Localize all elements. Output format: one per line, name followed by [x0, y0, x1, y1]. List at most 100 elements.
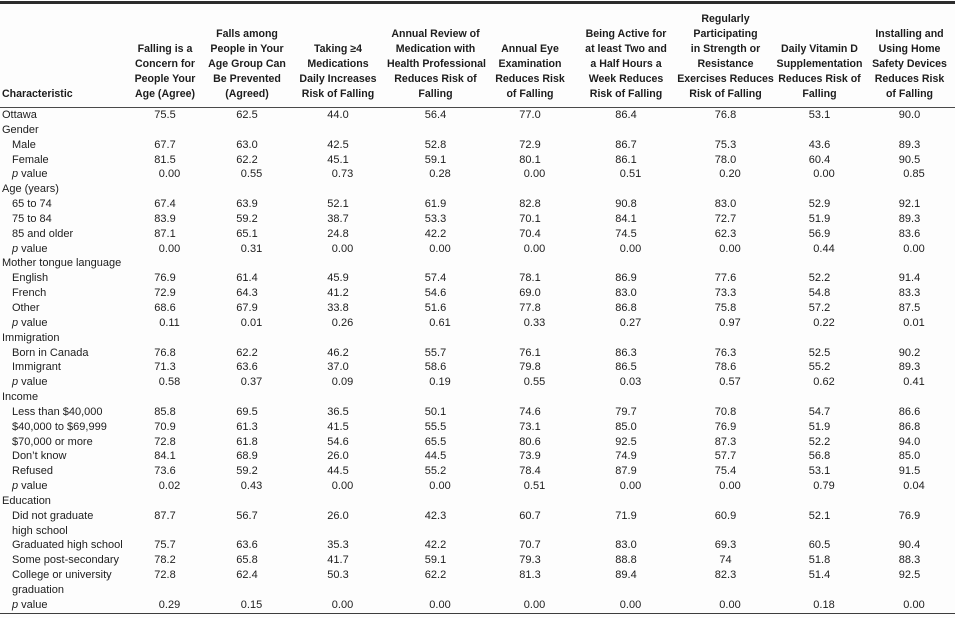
value-cell: 65.8: [236, 554, 258, 567]
value-cell: 65.1: [236, 227, 258, 240]
row-label: Other: [12, 301, 40, 314]
pvalue-cell: 0.55: [240, 168, 263, 181]
pvalue-cell: 0.00: [331, 242, 354, 255]
value-cell: 42.2: [424, 539, 447, 552]
value-cell: 84.1: [615, 212, 637, 225]
value-cell: 62.2: [236, 153, 258, 166]
pvalue-cell: 0.01: [240, 316, 263, 329]
value-cell: 71.3: [154, 361, 176, 374]
pvalue-cell: 0.43: [240, 480, 263, 493]
column-header: Regularly Participating in Strength or R…: [676, 2, 775, 108]
column-header: Being Active for at least Two and a Half…: [576, 2, 676, 108]
pvalue-cell: 0.55: [523, 376, 546, 389]
value-cell: 54.7: [808, 405, 831, 418]
table-row: Don’t know 84.1 68.9 26.0 44.5 73.9 74.9 57.7 56…: [0, 449, 955, 464]
value-cell: 62.4: [236, 569, 258, 582]
group-label: Age (years): [2, 183, 59, 196]
value-cell: 86.1: [615, 153, 637, 166]
pvalue-cell: 0.58: [158, 376, 181, 389]
column-header: Falls among People in Your Age Group Can…: [205, 2, 289, 108]
value-cell: 38.7: [327, 212, 349, 225]
table-row: Immigrant 71.3 63.6 37.0 58.6 79.8 86.5 78.6 55.…: [0, 360, 955, 375]
table-row: English 76.9 61.4 45.9 57.4 78.1 86.9 77.6 52.2 9…: [0, 271, 955, 286]
row-label: p value: [12, 480, 48, 493]
value-cell: 59.2: [236, 465, 258, 478]
pvalue-cell: 0.00: [331, 598, 354, 611]
pvalue-cell: 0.18: [813, 598, 835, 611]
value-cell: 26.0: [327, 509, 349, 522]
value-cell: 89.4: [615, 569, 637, 582]
value-cell: 76.9: [154, 272, 176, 285]
value-cell: 57.2: [808, 301, 831, 314]
value-cell: 88.3: [898, 554, 921, 567]
table-row: Did not graduate high school 87.7 56.7 26.0…: [0, 509, 955, 539]
pvalue-row: p value 0.00 0.31 0.00 0.00 0.00 0.00 0.00 0.44 0…: [0, 242, 955, 257]
value-cell: 50.3: [327, 569, 349, 582]
pvalue-cell: 0.00: [523, 168, 546, 181]
row-label: Born in Canada: [12, 346, 89, 359]
value-cell: 75.4: [714, 465, 737, 478]
row-label: p value: [12, 168, 48, 181]
pvalue-cell: 0.00: [719, 480, 741, 493]
pvalue-cell: 0.97: [719, 316, 741, 329]
value-cell: 55.5: [424, 420, 447, 433]
group-label: Gender: [2, 123, 39, 136]
value-cell: 41.2: [327, 287, 349, 300]
value-cell: 77.0: [519, 109, 541, 121]
value-cell: 72.8: [154, 569, 176, 582]
pvalue-cell: 0.00: [331, 480, 354, 493]
value-cell: 80.6: [519, 435, 541, 448]
row-label: Did not graduate high school: [12, 509, 94, 537]
value-cell: 55.7: [424, 346, 447, 359]
value-cell: 78.6: [714, 361, 737, 374]
value-cell: 61.4: [236, 272, 258, 285]
pvalue-cell: 0.51: [523, 480, 546, 493]
pvalue-cell: 0.00: [903, 598, 925, 611]
table-row: Born in Canada 76.8 62.2 46.2 55.7 76.1 86.3 76…: [0, 346, 955, 361]
value-cell: 42.3: [424, 509, 447, 522]
table-row: Less than $40,000 85.8 69.5 36.5 50.1 74.6 79.…: [0, 405, 955, 420]
column-header: Annual Eye Examination Reduces Risk of F…: [484, 2, 576, 108]
pvalue-cell: 0.00: [719, 598, 741, 611]
value-cell: 79.7: [615, 405, 637, 418]
value-cell: 86.8: [615, 301, 637, 314]
value-cell: 42.2: [424, 227, 447, 240]
value-cell: 92.1: [898, 198, 921, 211]
value-cell: 78.0: [714, 153, 737, 166]
value-cell: 87.3: [714, 435, 737, 448]
pvalue-cell: 0.00: [619, 480, 642, 493]
table-body: Ottawa 75.5 62.5 44.0 56.4 77.0 86.4 76.8 53.1 90…: [0, 108, 955, 614]
value-cell: 69.0: [519, 287, 541, 300]
value-cell: 72.8: [154, 435, 176, 448]
value-cell: 90.2: [898, 346, 921, 359]
value-cell: 33.8: [327, 301, 349, 314]
value-cell: 55.2: [424, 465, 447, 478]
value-cell: 78.4: [519, 465, 541, 478]
value-cell: 77.6: [714, 272, 737, 285]
value-cell: 51.8: [808, 554, 831, 567]
row-label: 65 to 74: [12, 198, 52, 211]
row-label: Don’t know: [12, 450, 67, 463]
value-cell: 75.3: [714, 138, 737, 151]
group-label: Immigration: [2, 331, 60, 344]
pvalue-cell: 0.22: [813, 316, 835, 329]
value-cell: 91.5: [898, 465, 921, 478]
value-cell: 63.6: [236, 539, 258, 552]
value-cell: 54.6: [327, 435, 349, 448]
value-cell: 59.1: [424, 153, 447, 166]
pvalue-cell: 0.00: [429, 242, 451, 255]
group-label: Income: [2, 391, 39, 404]
pvalue-row: p value 0.29 0.15 0.00 0.00 0.00 0.00 0.00 0.18 0…: [0, 598, 955, 613]
value-cell: 78.1: [519, 272, 541, 285]
value-cell: 44.5: [327, 465, 349, 478]
table-header: Characteristic Falling is a Concern for P…: [0, 2, 955, 108]
row-label: Less than $40,000: [12, 405, 103, 418]
value-cell: 87.5: [898, 301, 921, 314]
pvalue-cell: 0.00: [523, 598, 546, 611]
value-cell: 62.3: [714, 227, 737, 240]
value-cell: 60.4: [808, 153, 831, 166]
pvalue-cell: 0.26: [331, 316, 354, 329]
value-cell: 70.9: [154, 420, 176, 433]
value-cell: 83.0: [615, 539, 637, 552]
